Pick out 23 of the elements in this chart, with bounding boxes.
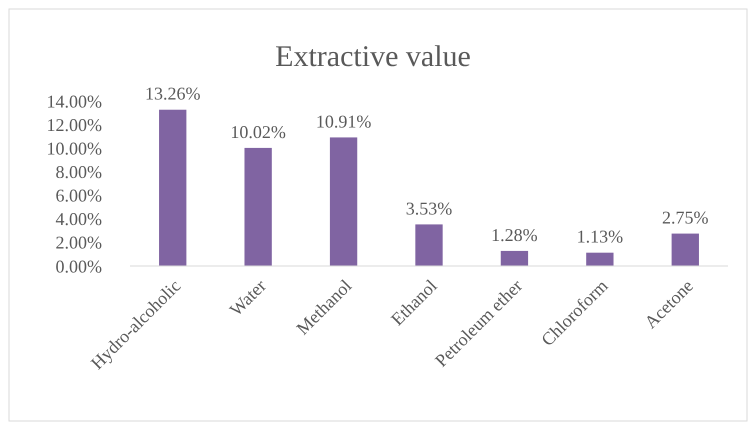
- bar: [586, 252, 614, 266]
- data-label: 10.91%: [316, 111, 372, 132]
- chart-title: Extractive value: [275, 40, 471, 73]
- y-tick-label: 2.00%: [56, 232, 102, 253]
- data-label: 1.13%: [576, 226, 624, 247]
- y-tick-label: 14.00%: [46, 91, 102, 112]
- y-tick-label: 0.00%: [56, 256, 102, 276]
- bar: [330, 137, 358, 266]
- y-tick-label: 4.00%: [56, 209, 102, 230]
- data-label: 10.02%: [230, 122, 286, 142]
- data-label: 13.26%: [144, 84, 200, 104]
- bar: [415, 224, 443, 266]
- data-label: 3.53%: [406, 198, 452, 218]
- data-label: 2.75%: [662, 208, 709, 228]
- y-tick-label: 6.00%: [56, 186, 102, 206]
- bar: [500, 250, 528, 266]
- y-tick-label: 10.00%: [46, 138, 102, 158]
- bar: [244, 148, 272, 266]
- data-label: 1.28%: [491, 224, 538, 245]
- bar: [159, 110, 186, 266]
- y-tick-label: 12.00%: [46, 114, 102, 135]
- bar: [672, 234, 699, 266]
- y-tick-label: 8.00%: [56, 162, 102, 182]
